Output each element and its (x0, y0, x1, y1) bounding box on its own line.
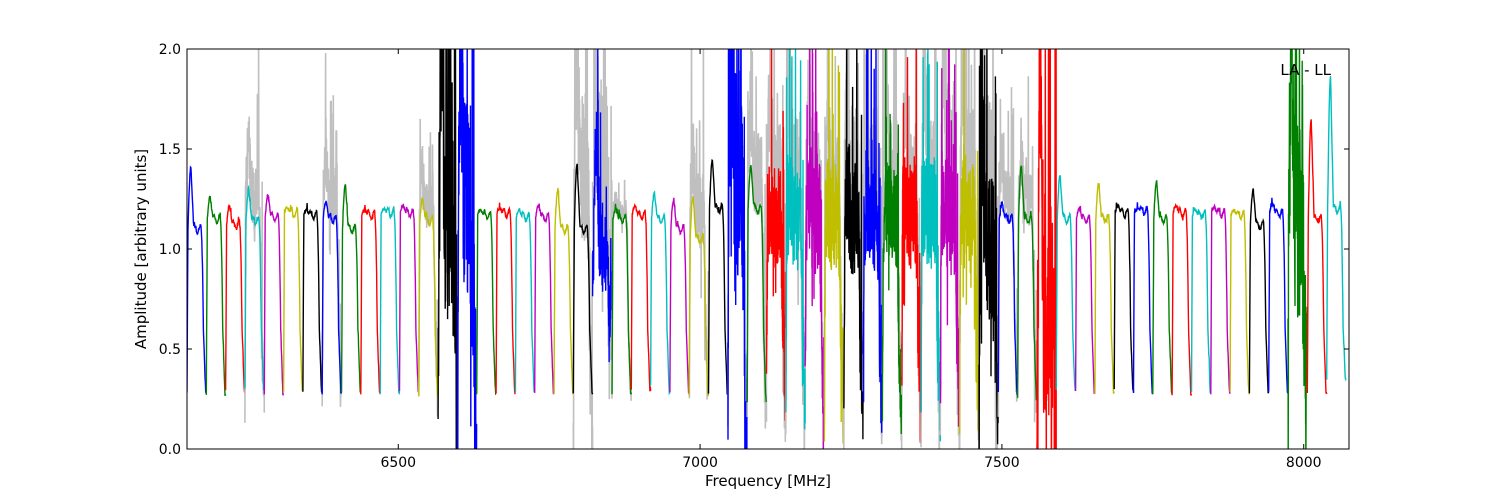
series-line-53 (1190, 207, 1212, 394)
y-axis-label: Amplitude [arbitrary units] (132, 149, 150, 349)
series-line-46 (1055, 175, 1077, 392)
series-line-27 (688, 196, 710, 397)
series-line-35 (843, 49, 864, 440)
x-tick-label-7000: 7000 (682, 455, 718, 471)
series-line-47 (1074, 205, 1096, 395)
series-line-10 (360, 204, 381, 395)
series-line-15 (456, 49, 478, 449)
series-line-20 (553, 187, 574, 395)
series-layer (187, 49, 1347, 449)
series-line-30 (746, 165, 768, 403)
series-line-48 (1094, 182, 1115, 394)
y-tick-label-1.0: 1.0 (159, 242, 181, 258)
series-line-45 (1036, 49, 1057, 449)
ticks-layer: 6500 7000 7500 8000 0.0 0.5 1.0 1.5 2.0 (159, 42, 1349, 471)
series-line-54 (1210, 203, 1231, 395)
series-line-37 (881, 49, 903, 435)
series-line-49 (1113, 202, 1135, 393)
series-line-9 (340, 184, 362, 393)
series-line-14 (437, 49, 459, 449)
y-tick-label-0.0: 0.0 (159, 442, 181, 458)
series-line-26 (669, 197, 690, 395)
series-line-58 (1287, 49, 1308, 449)
series-line-42 (978, 49, 999, 449)
series-line-28 (707, 158, 729, 395)
series-line-17 (495, 202, 516, 395)
x-tick-label-6500: 6500 (380, 455, 416, 471)
series-line-60 (1326, 76, 1347, 382)
series-line-7 (302, 202, 323, 395)
series-line-24 (630, 203, 652, 392)
series-line-40 (939, 49, 961, 427)
series-line-18 (514, 207, 536, 393)
series-line-56 (1248, 188, 1270, 394)
x-tick-label-8000: 8000 (1286, 455, 1322, 471)
series-line-38 (901, 49, 922, 444)
series-line-11 (379, 205, 401, 395)
x-axis-label: Frequency [MHz] (705, 472, 831, 490)
series-line-1 (187, 165, 207, 395)
series-line-2 (205, 195, 227, 396)
series-line-43 (997, 201, 1019, 396)
series-line-55 (1229, 208, 1251, 395)
series-line-31 (765, 49, 787, 421)
series-line-51 (1152, 179, 1173, 395)
series-line-57 (1268, 197, 1289, 395)
series-line-41 (959, 49, 980, 435)
series-line-29 (727, 49, 748, 449)
y-tick-label-1.5: 1.5 (159, 142, 181, 158)
series-line-34 (823, 49, 845, 444)
series-line-39 (920, 49, 941, 442)
series-line-36 (862, 49, 884, 433)
series-line-8 (321, 200, 343, 395)
series-line-16 (476, 208, 497, 395)
series-line-50 (1132, 202, 1154, 395)
series-line-25 (649, 190, 671, 396)
series-line-21 (572, 163, 594, 395)
series-line-19 (534, 203, 555, 395)
series-line-44 (1016, 165, 1038, 401)
series-line-32 (785, 49, 806, 430)
series-line-33 (804, 49, 826, 449)
series-line-12 (398, 203, 420, 393)
series-line-13 (418, 196, 439, 397)
y-tick-label-0.5: 0.5 (159, 342, 181, 358)
y-tick-label-2.0: 2.0 (159, 42, 181, 58)
series-line-59 (1306, 119, 1328, 395)
series-line-52 (1171, 202, 1193, 396)
series-line-4 (244, 184, 265, 391)
series-line-3 (224, 203, 246, 393)
series-line-6 (282, 204, 304, 393)
flagged-trace-21 (572, 49, 594, 449)
series-line-22 (591, 49, 613, 363)
x-tick-label-7500: 7500 (984, 455, 1020, 471)
annotation-text: LA - LL (1280, 61, 1331, 79)
series-line-5 (263, 194, 285, 396)
series-line-23 (611, 203, 632, 395)
